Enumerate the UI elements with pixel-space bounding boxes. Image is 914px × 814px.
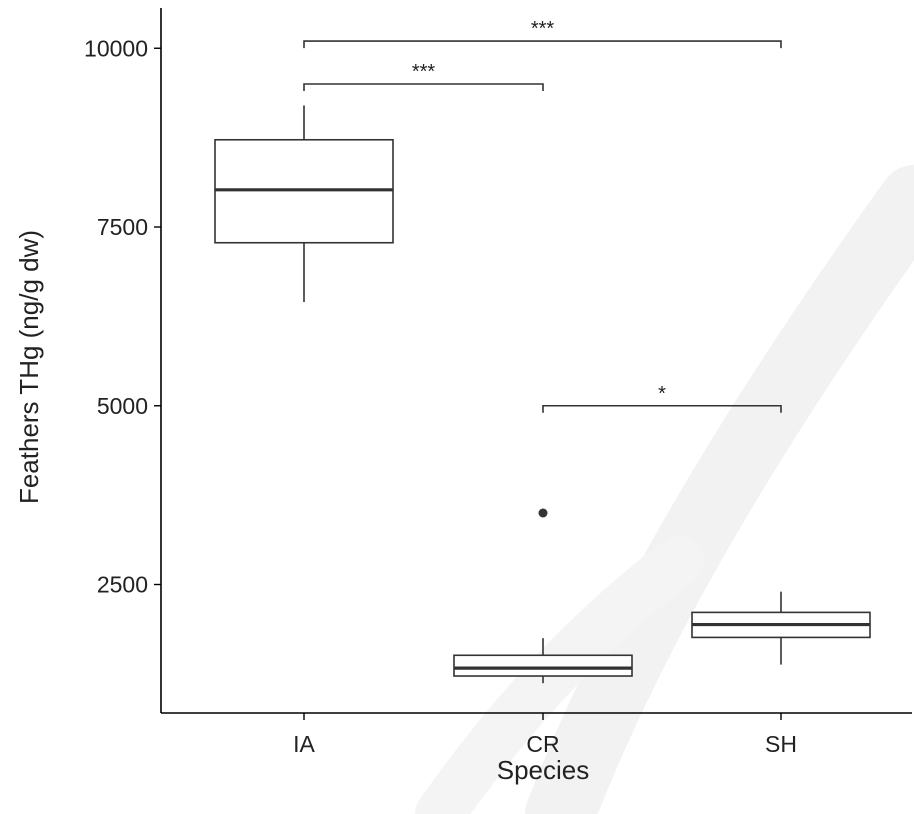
significance-bracket: *: [542, 383, 782, 413]
y-ticks: 2500 5000 7500 10000: [84, 35, 161, 598]
x-axis-label: Species: [497, 755, 590, 785]
x-tick-label: SH: [765, 731, 797, 757]
x-tick-label: CR: [526, 731, 559, 757]
box-sh: [691, 591, 871, 665]
watermark-stroke: [525, 165, 914, 814]
significance-label: ***: [412, 61, 436, 83]
y-axis-label: Feathers THg (ng/g dw): [14, 230, 44, 504]
y-tick-label: 7500: [97, 214, 148, 240]
bracket-line: [303, 40, 782, 49]
box-cr: [453, 508, 633, 684]
axes: [160, 8, 912, 714]
box-ia: [214, 105, 394, 303]
significance-bracket: ***: [303, 18, 782, 49]
x-ticks: IA CR SH: [293, 713, 797, 757]
bracket-line: [542, 404, 782, 413]
significance-bracket: ***: [303, 61, 544, 91]
outlier-point: [538, 508, 548, 518]
y-tick-label: 5000: [97, 393, 148, 419]
box-iqr: [453, 654, 633, 677]
bracket-line: [303, 83, 544, 91]
x-tick-label: IA: [293, 731, 315, 757]
significance-brackets: *******: [303, 18, 782, 413]
y-tick-label: 2500: [97, 572, 148, 598]
significance-label: *: [658, 383, 666, 405]
significance-label: ***: [531, 18, 555, 40]
y-tick-label: 10000: [84, 35, 148, 61]
watermark-layer: [415, 165, 914, 814]
box-series: [214, 105, 871, 684]
